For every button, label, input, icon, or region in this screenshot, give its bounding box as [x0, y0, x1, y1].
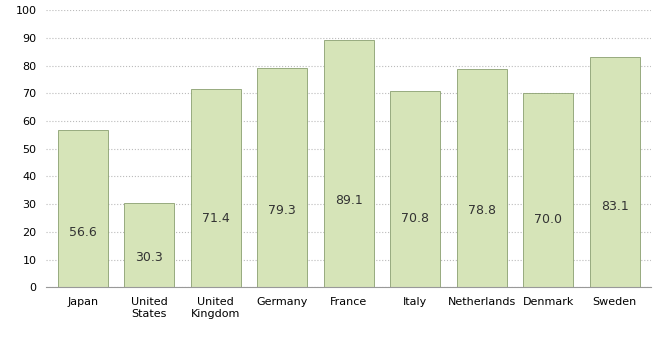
- Text: 70.8: 70.8: [401, 212, 429, 225]
- Text: 56.6: 56.6: [69, 226, 97, 239]
- Text: 89.1: 89.1: [335, 194, 363, 208]
- Bar: [191, 90, 241, 287]
- Text: 78.8: 78.8: [468, 204, 495, 217]
- Bar: [324, 40, 374, 287]
- Bar: [390, 91, 440, 287]
- Bar: [124, 203, 174, 287]
- Bar: [590, 57, 640, 287]
- Bar: [523, 93, 573, 287]
- Text: 70.0: 70.0: [534, 213, 563, 226]
- Text: 71.4: 71.4: [202, 212, 230, 224]
- Bar: [457, 69, 507, 287]
- Text: 79.3: 79.3: [268, 204, 296, 217]
- Text: 30.3: 30.3: [136, 251, 163, 264]
- Bar: [257, 68, 307, 287]
- Text: 83.1: 83.1: [601, 200, 628, 213]
- Bar: [58, 130, 108, 287]
